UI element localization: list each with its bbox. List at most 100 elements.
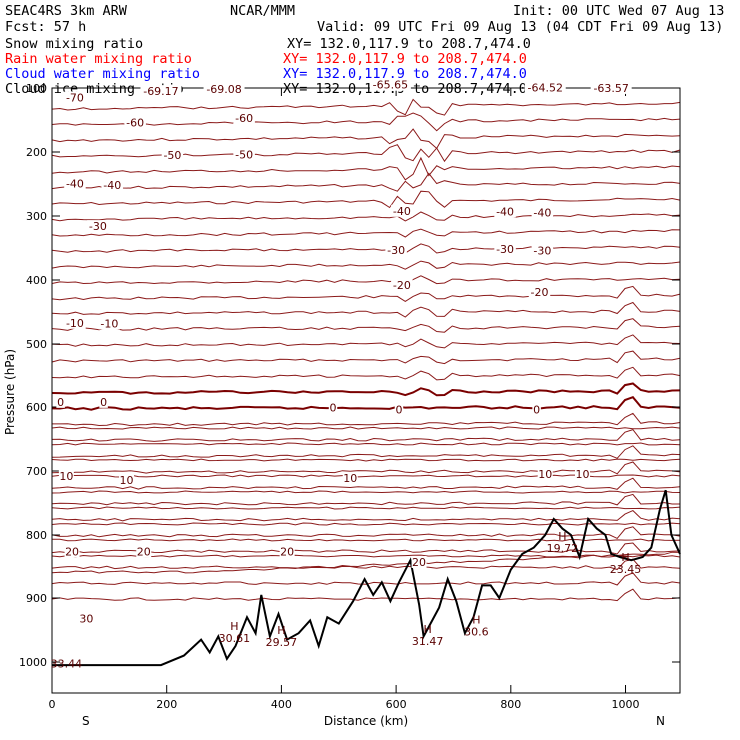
isotherm-contour bbox=[51, 366, 681, 381]
model-title: SEAC4RS 3km ARW bbox=[5, 3, 127, 19]
high-value: 30.61 bbox=[219, 632, 251, 645]
contour-label: 0 bbox=[533, 403, 540, 416]
contour-label-bg bbox=[64, 177, 86, 190]
contour-label: 30 bbox=[79, 612, 93, 625]
contour-label-bg bbox=[58, 470, 74, 483]
field-xy-rain: XY= 132.0,117.9 to 208.7,474.0 bbox=[283, 51, 527, 67]
isotherm-contour bbox=[51, 572, 681, 586]
contour-label: -10 bbox=[66, 317, 84, 330]
init-time: Init: 00 UTC Wed 07 Aug 13 bbox=[513, 3, 725, 19]
terrain-profile bbox=[52, 489, 681, 667]
high-value: 31.47 bbox=[412, 635, 444, 648]
high-marker: H bbox=[472, 614, 480, 627]
contour-label: 20 bbox=[65, 545, 79, 558]
high-marker: H bbox=[277, 624, 285, 637]
contour-label-bg bbox=[136, 545, 152, 558]
terrain-line bbox=[52, 489, 681, 667]
field-label-cloud-ice: Cloud ice mixing ratio bbox=[5, 81, 184, 97]
contour-label-bg bbox=[391, 279, 413, 292]
contour-label-bg bbox=[385, 243, 407, 256]
x-tick-label: 600 bbox=[386, 698, 407, 711]
field-label-snow: Snow mixing ratio bbox=[5, 36, 144, 52]
contour-label-bg bbox=[64, 91, 86, 104]
contour-label: -40 bbox=[66, 177, 84, 190]
endpoint-south: S bbox=[82, 714, 90, 728]
contour-label-bg bbox=[531, 244, 554, 257]
contour-label-bg bbox=[119, 473, 135, 486]
contour-label: -70 bbox=[66, 92, 84, 105]
y-tick-label: 700 bbox=[26, 465, 47, 478]
isotherm-contour bbox=[51, 190, 681, 209]
contour-label: -65.65 bbox=[373, 79, 408, 92]
isotherm-contour bbox=[51, 429, 681, 442]
contour-label: -40 bbox=[103, 179, 121, 192]
contour-label-bg bbox=[328, 401, 338, 414]
isotherm-contour bbox=[51, 588, 681, 602]
contour-label: 10 bbox=[576, 468, 590, 481]
contour-label-bg bbox=[124, 116, 146, 129]
contour-label: 10 bbox=[120, 474, 134, 487]
isotherm-contour bbox=[51, 426, 681, 430]
x-tick-label: 800 bbox=[500, 698, 521, 711]
contour-label: -30 bbox=[533, 244, 551, 257]
valid-time: Valid: 09 UTC Fri 09 Aug 13 (04 CDT Fri … bbox=[317, 19, 724, 35]
contour-label: 10 bbox=[538, 468, 552, 481]
y-tick-label: 800 bbox=[26, 529, 47, 542]
contour-label: -30 bbox=[89, 220, 107, 233]
contour-label: -60 bbox=[126, 116, 144, 129]
isotherm-contour bbox=[51, 493, 680, 506]
isotherm-contour bbox=[51, 554, 681, 558]
contour-label-bg bbox=[342, 471, 358, 484]
plot-frame bbox=[51, 87, 681, 694]
contour-label: -20 bbox=[393, 279, 411, 292]
contour-label-bg bbox=[203, 83, 245, 96]
contour-label-bg bbox=[233, 112, 255, 124]
contour-label: 20 bbox=[280, 545, 294, 558]
forecast-hour: Fcst: 57 h bbox=[5, 19, 87, 35]
contour-label: 0 bbox=[395, 403, 402, 416]
isotherm-contour bbox=[51, 172, 681, 192]
contour-label-bg bbox=[64, 545, 80, 558]
contour-label-bg bbox=[78, 612, 94, 625]
contour-label-bg bbox=[233, 148, 255, 161]
isotherm-contour bbox=[51, 211, 681, 222]
contour-label: -69.08 bbox=[206, 83, 241, 96]
isotherm-contour bbox=[51, 285, 681, 302]
contour-label: -69.17 bbox=[143, 85, 178, 98]
contour-label: -50 bbox=[163, 149, 181, 162]
x-tick-label: 0 bbox=[49, 698, 56, 711]
contour-label: -40 bbox=[496, 205, 514, 218]
contour-label: 20 bbox=[412, 556, 426, 569]
contour-label-bg bbox=[87, 220, 109, 233]
contour-label: -60 bbox=[235, 112, 253, 125]
field-xy-cloud-water: XY= 132.0,117.9 to 208.7,474.0 bbox=[283, 66, 527, 82]
y-axis-title: Pressure (hPa) bbox=[3, 349, 17, 435]
y-tick-label: 600 bbox=[26, 401, 47, 414]
isotherm-contours bbox=[51, 98, 681, 602]
high-marker: H bbox=[558, 530, 566, 543]
contour-label: -63.57 bbox=[593, 82, 628, 95]
contour-label-bg bbox=[56, 395, 65, 408]
isotherm-contour bbox=[51, 318, 681, 333]
high-value: 29.57 bbox=[266, 636, 298, 649]
contour-label: 10 bbox=[59, 470, 73, 483]
contour-label: -50 bbox=[235, 148, 253, 161]
contour-label-bg bbox=[531, 206, 554, 219]
high-value: 30.6 bbox=[464, 626, 489, 639]
contour-label-bg bbox=[532, 403, 541, 416]
y-tick-label: 1000 bbox=[19, 656, 47, 669]
contour-label: -30 bbox=[496, 243, 514, 256]
isotherm-contour bbox=[52, 412, 681, 427]
high-marker: H bbox=[424, 623, 432, 636]
contour-label: -20 bbox=[531, 286, 549, 299]
y-tick-label: 500 bbox=[26, 338, 47, 351]
isotherm-contour bbox=[51, 551, 681, 574]
contour-label-bg bbox=[98, 317, 121, 330]
high-value: 19.72 bbox=[547, 542, 579, 555]
isotherm-contour bbox=[51, 156, 681, 181]
isotherm-contour bbox=[51, 128, 681, 150]
contour-label-bg bbox=[99, 395, 108, 408]
isotherm-contour bbox=[51, 445, 681, 459]
isotherm-contour bbox=[51, 442, 681, 446]
contour-label: -10 bbox=[100, 317, 118, 330]
